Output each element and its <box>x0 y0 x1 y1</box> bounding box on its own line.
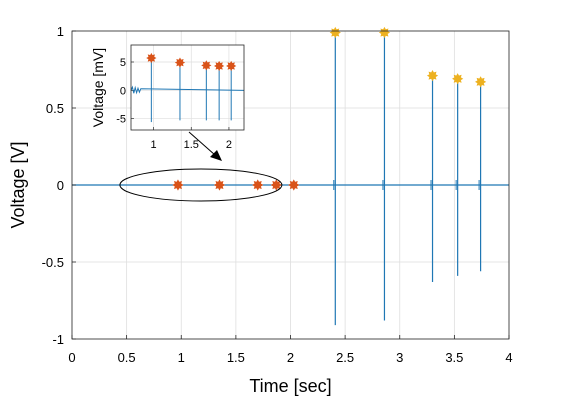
x-tick-label: 1.5 <box>227 350 245 365</box>
inset-spike-marker <box>201 60 212 71</box>
x-tick-label: 0 <box>68 350 75 365</box>
y-tick-label: 1 <box>57 24 64 39</box>
inset-chart: 1 1.5 2 5 0 -5 <box>116 44 245 151</box>
callout-arrow-head <box>210 150 222 161</box>
x-tick-label: 1 <box>178 350 185 365</box>
callout-ellipse <box>119 168 283 202</box>
large-spike-marker <box>329 26 341 39</box>
callout <box>119 131 283 202</box>
y-tick-label: 0.5 <box>46 101 64 116</box>
inset-spike-marker <box>174 57 186 68</box>
small-spike-marker <box>213 179 226 191</box>
small-spike-marker <box>270 179 282 191</box>
main-plot-area <box>72 26 509 326</box>
small-spike-marker <box>252 179 264 191</box>
inset-signal-baseline <box>130 85 245 95</box>
inset-y-tick-label: 5 <box>120 57 126 69</box>
callout-arrow-line <box>188 131 216 156</box>
small-spike-marker <box>288 179 300 191</box>
x-tick-label: 3.5 <box>445 350 463 365</box>
large-spike-marker <box>452 73 464 85</box>
y-tick-label: -1 <box>52 332 64 347</box>
small-spike-marker <box>172 179 184 191</box>
inset-spike-marker <box>146 52 157 64</box>
inset-x-tick-label: 2 <box>226 139 232 151</box>
x-tick-label: 0.5 <box>118 350 136 365</box>
x-tick-label: 2.5 <box>336 350 354 365</box>
inset-y-tick-label: -5 <box>116 114 126 126</box>
inset-spike-marker <box>226 60 237 72</box>
inset-frame <box>130 44 245 131</box>
y-axis-label: Voltage [V] <box>8 141 28 228</box>
large-spike-marker <box>426 70 439 82</box>
main-axes: 0 0.5 1 1.5 2 2.5 3 3.5 4 -1 -0.5 0 0.5 1 <box>42 24 513 365</box>
x-tick-label: 4 <box>505 350 512 365</box>
inset-spike-marker <box>214 60 225 72</box>
x-tick-label: 3 <box>396 350 403 365</box>
x-axis-label: Time [sec] <box>249 376 331 396</box>
inset-y-tick-label: 0 <box>120 85 126 97</box>
x-tick-label: 2 <box>287 350 294 365</box>
y-tick-label: 0 <box>57 178 64 193</box>
inset-x-tick-label: 1.5 <box>184 139 199 151</box>
large-spike-marker <box>378 26 391 39</box>
plot-frame <box>71 30 510 340</box>
large-spike-marker <box>474 76 487 88</box>
inset-y-axis-label: Voltage [mV] <box>90 48 106 127</box>
y-tick-label: -0.5 <box>42 255 64 270</box>
inset-x-tick-label: 1 <box>151 139 157 151</box>
